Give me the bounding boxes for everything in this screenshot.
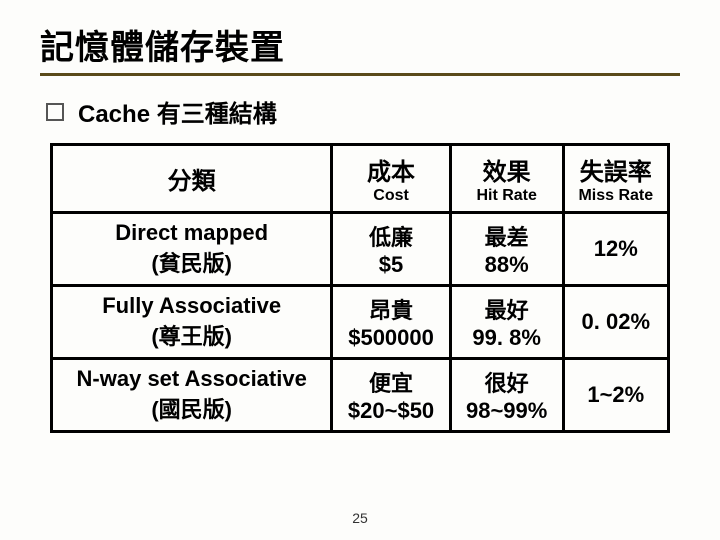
cell-hit: 最差 88% [450,213,563,286]
square-bullet-icon [46,103,64,121]
cost-main: 昂貴 [341,293,440,325]
table-row: Fully Associative (尊王版) 昂貴 $500000 最好 99… [52,286,669,359]
rowname-sub: (尊王版) [61,319,322,351]
col-category-main: 分類 [61,161,322,196]
cost-main: 低廉 [341,220,440,252]
table-row: Direct mapped (貧民版) 低廉 $5 最差 88% 12% [52,213,669,286]
col-hit-main: 效果 [460,152,554,187]
cell-miss: 12% [563,213,668,286]
cell-cost: 便宜 $20~$50 [332,359,450,432]
slide-title: 記憶體儲存裝置 [40,20,680,76]
cell-name: N-way set Associative (國民版) [52,359,332,432]
col-cost-sub: Cost [341,187,440,205]
cell-hit: 最好 99. 8% [450,286,563,359]
cost-sub: $20~$50 [341,398,440,424]
hit-sub: 88% [460,252,554,278]
hit-sub: 98~99% [460,398,554,424]
miss-val: 0. 02% [582,309,651,334]
cell-miss: 0. 02% [563,286,668,359]
hit-sub: 99. 8% [460,325,554,351]
rowname-main: Direct mapped [61,220,322,246]
cell-name: Fully Associative (尊王版) [52,286,332,359]
col-cost: 成本 Cost [332,145,450,213]
cost-main: 便宜 [341,366,440,398]
bullet-row: Cache 有三種結構 [46,94,680,129]
rowname-sub: (國民版) [61,392,322,424]
miss-val: 12% [594,236,638,261]
hit-main: 最差 [460,220,554,252]
col-miss-main: 失誤率 [573,152,659,187]
hit-main: 最好 [460,293,554,325]
rowname-main: N-way set Associative [61,366,322,392]
slide: 記憶體儲存裝置 Cache 有三種結構 分類 成本 Cost 效果 Hit Ra… [0,0,720,540]
page-number: 25 [0,510,720,526]
cost-sub: $500000 [341,325,440,351]
cell-cost: 低廉 $5 [332,213,450,286]
cost-sub: $5 [341,252,440,278]
col-category: 分類 [52,145,332,213]
cell-miss: 1~2% [563,359,668,432]
slide-subtitle: Cache 有三種結構 [78,94,277,129]
hit-main: 很好 [460,366,554,398]
col-hit-sub: Hit Rate [460,187,554,205]
col-cost-main: 成本 [341,152,440,187]
table-row: N-way set Associative (國民版) 便宜 $20~$50 很… [52,359,669,432]
miss-val: 1~2% [587,382,644,407]
col-miss: 失誤率 Miss Rate [563,145,668,213]
table-header-row: 分類 成本 Cost 效果 Hit Rate 失誤率 Miss Rate [52,145,669,213]
cache-table: 分類 成本 Cost 效果 Hit Rate 失誤率 Miss Rate [50,143,670,433]
rowname-main: Fully Associative [61,293,322,319]
cell-cost: 昂貴 $500000 [332,286,450,359]
col-hit: 效果 Hit Rate [450,145,563,213]
rowname-sub: (貧民版) [61,246,322,278]
col-miss-sub: Miss Rate [573,187,659,205]
table-body: Direct mapped (貧民版) 低廉 $5 最差 88% 12% Ful… [52,213,669,432]
cell-hit: 很好 98~99% [450,359,563,432]
cell-name: Direct mapped (貧民版) [52,213,332,286]
